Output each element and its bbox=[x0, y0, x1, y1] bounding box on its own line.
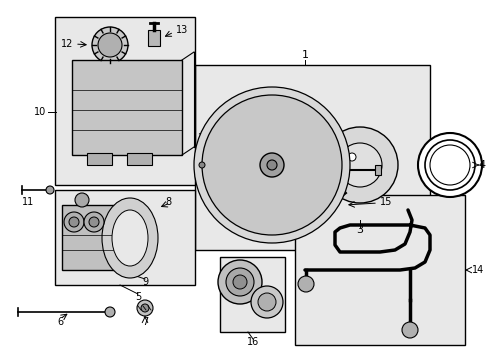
Text: 9: 9 bbox=[142, 277, 148, 287]
Circle shape bbox=[401, 322, 417, 338]
Circle shape bbox=[250, 286, 283, 318]
Circle shape bbox=[84, 212, 104, 232]
Circle shape bbox=[194, 87, 349, 243]
Circle shape bbox=[98, 33, 122, 57]
Circle shape bbox=[321, 127, 397, 203]
Bar bbox=[374, 165, 380, 175]
Text: 4: 4 bbox=[477, 160, 484, 170]
Circle shape bbox=[75, 193, 89, 207]
Bar bbox=[127, 153, 152, 165]
Circle shape bbox=[46, 186, 54, 194]
Text: 14: 14 bbox=[471, 265, 483, 275]
Circle shape bbox=[92, 27, 128, 63]
Text: 5: 5 bbox=[135, 292, 141, 302]
Text: 3: 3 bbox=[356, 225, 363, 235]
Text: 7: 7 bbox=[142, 317, 148, 327]
Text: 2: 2 bbox=[197, 133, 203, 143]
Circle shape bbox=[105, 307, 115, 317]
Text: 15: 15 bbox=[379, 197, 391, 207]
Bar bbox=[72, 60, 182, 155]
Circle shape bbox=[347, 153, 355, 161]
Bar bbox=[294, 195, 464, 345]
Circle shape bbox=[199, 162, 204, 168]
Circle shape bbox=[212, 105, 331, 225]
Circle shape bbox=[64, 212, 84, 232]
Bar bbox=[220, 257, 285, 332]
Circle shape bbox=[248, 142, 294, 188]
Circle shape bbox=[202, 95, 341, 235]
Circle shape bbox=[137, 300, 153, 316]
Circle shape bbox=[337, 143, 381, 187]
Circle shape bbox=[417, 133, 481, 197]
Circle shape bbox=[236, 129, 307, 201]
Circle shape bbox=[225, 268, 253, 296]
Circle shape bbox=[89, 217, 99, 227]
Circle shape bbox=[297, 276, 313, 292]
Bar bbox=[55, 190, 195, 285]
Text: 8: 8 bbox=[165, 197, 172, 207]
Circle shape bbox=[258, 293, 275, 311]
Circle shape bbox=[196, 159, 207, 171]
Circle shape bbox=[232, 275, 246, 289]
Text: 10: 10 bbox=[34, 107, 46, 117]
Circle shape bbox=[218, 260, 262, 304]
Circle shape bbox=[222, 115, 321, 215]
Circle shape bbox=[429, 145, 469, 185]
Text: 1: 1 bbox=[301, 50, 308, 60]
Bar bbox=[62, 205, 117, 270]
Circle shape bbox=[141, 304, 149, 312]
Text: 6: 6 bbox=[57, 317, 63, 327]
Bar bbox=[148, 30, 160, 46]
Bar bbox=[195, 65, 429, 250]
Circle shape bbox=[69, 217, 79, 227]
Text: 11: 11 bbox=[22, 197, 34, 207]
Bar bbox=[87, 153, 112, 165]
Ellipse shape bbox=[102, 198, 158, 278]
Circle shape bbox=[324, 199, 335, 211]
Text: 16: 16 bbox=[246, 337, 259, 347]
Circle shape bbox=[266, 160, 276, 170]
Circle shape bbox=[424, 140, 474, 190]
Text: 12: 12 bbox=[61, 39, 73, 49]
Circle shape bbox=[260, 153, 284, 177]
Bar bbox=[55, 17, 195, 185]
Ellipse shape bbox=[112, 210, 148, 266]
Text: 13: 13 bbox=[176, 25, 188, 35]
